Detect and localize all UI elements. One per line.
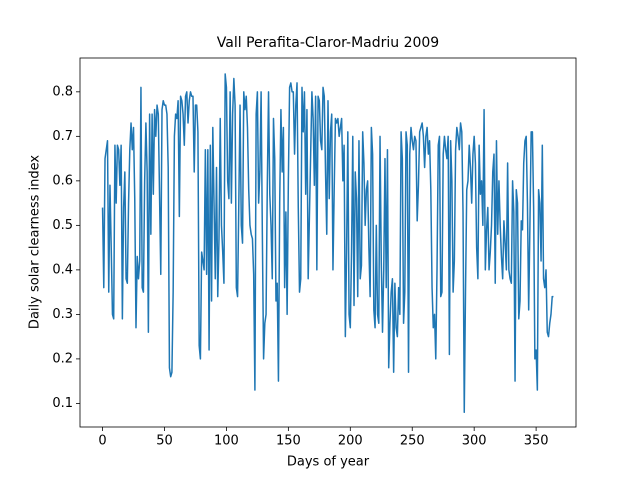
- x-tick-label: 0: [98, 434, 106, 449]
- y-axis-label: Daily solar clearness index: [28, 155, 43, 329]
- plot-frame: [79, 57, 577, 428]
- y-tick-label: 0.7: [52, 129, 73, 144]
- x-tick-label: 250: [400, 434, 425, 449]
- data-line: [101, 73, 554, 414]
- x-tick-label: 350: [524, 434, 549, 449]
- x-tick-label: 100: [214, 434, 239, 449]
- chart-title: Vall Perafita-Claror-Madriu 2009: [217, 35, 439, 51]
- y-tick-label: 0.3: [52, 307, 73, 322]
- x-tick-label: 200: [338, 434, 363, 449]
- y-tick-label: 0.4: [52, 262, 73, 277]
- x-tick-label: 150: [276, 434, 301, 449]
- x-axis-label: Days of year: [287, 455, 370, 470]
- y-tick-label: 0.6: [52, 173, 73, 188]
- y-tick-label: 0.1: [52, 396, 73, 411]
- y-tick-label: 0.8: [52, 84, 73, 99]
- y-tick-label: 0.2: [52, 351, 73, 366]
- x-tick-label: 50: [156, 434, 173, 449]
- x-tick-label: 300: [462, 434, 487, 449]
- y-tick-label: 0.5: [52, 218, 73, 233]
